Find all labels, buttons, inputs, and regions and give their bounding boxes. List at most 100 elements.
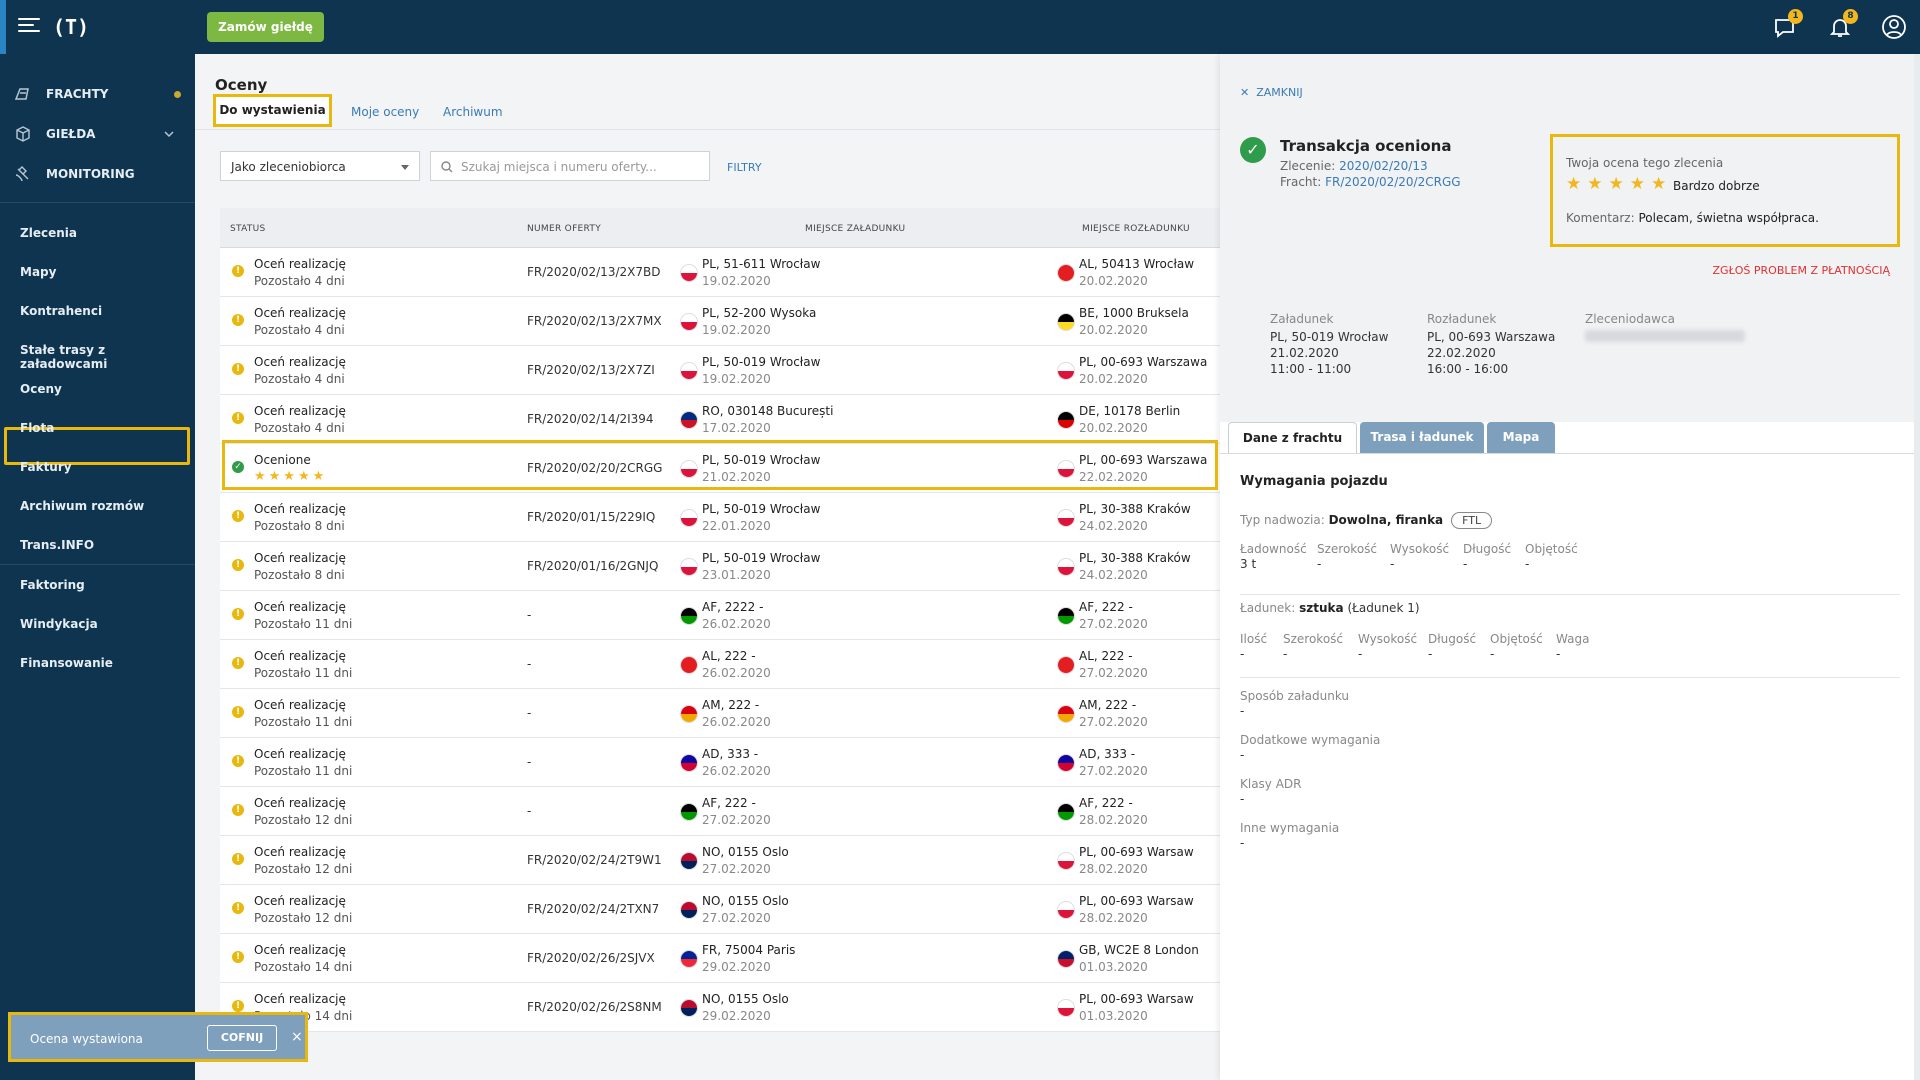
sidebar-item-maps[interactable]: Mapy	[20, 265, 57, 279]
role-select-value: Jako zleceniobiorca	[231, 160, 346, 174]
status-text[interactable]: Oceń realizację	[254, 894, 346, 908]
table-row[interactable]: ✓ Ocenione ★★★★★ FR/2020/02/20/2CRGG PL, 50-…	[220, 444, 1220, 493]
table-row[interactable]: ! Oceń realizację Pozostało 4 dni FR/2020/0…	[220, 297, 1220, 346]
table-row[interactable]: ! Oceń realizację Pozostało 4 dni FR/2020/0…	[220, 248, 1220, 297]
sidebar-item-orders[interactable]: Zlecenia	[20, 226, 77, 240]
sidebar-item-debt-collection[interactable]: Windykacja	[20, 617, 98, 631]
flag-al-icon	[680, 656, 698, 674]
loading-date: 19.02.2020	[702, 372, 771, 386]
menu-icon[interactable]	[18, 16, 40, 34]
status-text[interactable]: Oceń realizację	[254, 355, 346, 369]
status-text[interactable]: Oceń realizację	[254, 943, 346, 957]
tab-freight-data[interactable]: Dane z frachtu	[1228, 422, 1357, 454]
status-text[interactable]: Oceń realizację	[254, 502, 346, 516]
order-exchange-button[interactable]: Zamów giełdę	[207, 12, 324, 42]
order-link[interactable]: 2020/02/20/13	[1339, 159, 1428, 173]
sidebar-item-fleet[interactable]: Flota	[20, 421, 55, 435]
nav-freights[interactable]: FRACHTY	[14, 84, 108, 104]
sidebar-divider	[0, 564, 195, 565]
loading-place: PL, 50-019 Wrocław	[702, 551, 821, 565]
tab-archive[interactable]: Archiwum	[443, 105, 503, 119]
table-row[interactable]: ! Oceń realizację Pozostało 11 dni - AL, 222…	[220, 640, 1220, 689]
column-offer-number[interactable]: NUMER OFERTY	[527, 224, 602, 234]
sidebar-item-transinfo[interactable]: Trans.INFO	[20, 538, 95, 552]
role-select[interactable]: Jako zleceniobiorca	[220, 151, 420, 181]
loading-date: 26.02.2020	[702, 715, 771, 729]
tab-my-ratings[interactable]: Moje oceny	[351, 105, 420, 119]
user-avatar-icon[interactable]	[1880, 13, 1908, 41]
table-row[interactable]: ! Oceń realizację Pozostało 12 dni - AF, 222…	[220, 787, 1220, 836]
flag-af-icon	[680, 803, 698, 821]
tab-map[interactable]: Mapa	[1487, 422, 1555, 454]
status-text[interactable]: Oceń realizację	[254, 600, 346, 614]
rating-comment: Komentarz: Polecam, świetna współpraca.	[1566, 211, 1819, 225]
close-panel-button[interactable]: ✕ ZAMKNIJ	[1240, 86, 1303, 99]
flag-pl-icon	[1057, 362, 1075, 380]
flag-pl-icon	[680, 558, 698, 576]
unloading-place: PL, 30-388 Kraków	[1079, 502, 1191, 516]
notifications-icon[interactable]: 8	[1826, 9, 1858, 41]
nav-monitoring[interactable]: MONITORING	[14, 164, 135, 184]
close-panel-label: ZAMKNIJ	[1256, 86, 1303, 99]
table-row[interactable]: ! Oceń realizację Pozostało 11 dni - AD, 333…	[220, 738, 1220, 787]
tab-to-issue[interactable]: Do wystawienia	[213, 94, 332, 127]
column-unloading-place[interactable]: MIEJSCE ROZŁADUNKU	[1082, 224, 1190, 234]
field-value: -	[1283, 647, 1288, 661]
unloading-date: 28.02.2020	[1079, 862, 1148, 876]
table-row[interactable]: ! Oceń realizację Pozostało 4 dni FR/2020/0…	[220, 346, 1220, 395]
status-text[interactable]: Oceń realizację	[254, 796, 346, 810]
unloading-date: 20.02.2020	[1079, 372, 1148, 386]
sidebar-item-chat-archive[interactable]: Archiwum rozmów	[20, 499, 145, 513]
undo-button[interactable]: COFNIJ	[207, 1025, 277, 1051]
sidebar-item-financing[interactable]: Finansowanie	[20, 656, 113, 670]
remaining-days: Pozostało 12 dni	[254, 862, 353, 876]
sidebar-item-ratings[interactable]: Oceny	[20, 382, 62, 396]
report-payment-problem-link[interactable]: ZGŁOŚ PROBLEM Z PŁATNOŚCIĄ	[1712, 264, 1890, 277]
unloading-date: 20.02.2020	[1079, 323, 1148, 337]
column-status[interactable]: STATUS	[230, 224, 266, 234]
messages-icon[interactable]: 1	[1771, 9, 1803, 41]
table-header: STATUS NUMER OFERTY MIEJSCE ZAŁADUNKU MI…	[220, 208, 1220, 248]
freight-link[interactable]: FR/2020/02/20/2CRGG	[1325, 175, 1461, 189]
close-icon[interactable]: ×	[291, 1029, 303, 1045]
tab-route-cargo[interactable]: Trasa i ładunek	[1360, 422, 1484, 454]
sidebar-item-fixed-routes[interactable]: Stałe trasy z załadowcami	[20, 343, 108, 371]
sidebar-item-contractors[interactable]: Kontrahenci	[20, 304, 103, 318]
status-text[interactable]: Oceń realizację	[254, 649, 346, 663]
table-row[interactable]: ! Oceń realizację Pozostało 12 dni FR/2020/…	[220, 836, 1220, 885]
column-loading-place[interactable]: MIEJSCE ZAŁADUNKU	[805, 224, 906, 234]
table-row[interactable]: ! Oceń realizację Pozostało 8 dni FR/2020/0…	[220, 542, 1220, 591]
unloading-place: PL, 30-388 Kraków	[1079, 551, 1191, 565]
status-text[interactable]: Oceń realizację	[254, 747, 346, 761]
unloading-place: AF, 222 -	[1079, 600, 1133, 614]
status-text[interactable]: Oceń realizację	[254, 992, 346, 1006]
sidebar-item-invoices[interactable]: Faktury	[20, 460, 72, 474]
flag-no-icon	[680, 999, 698, 1017]
table-row[interactable]: ! Oceń realizację Pozostało 4 dni FR/2020/0…	[220, 395, 1220, 444]
table-row[interactable]: ! Oceń realizację Pozostało 11 dni - AF, 222…	[220, 591, 1220, 640]
unloading-place: DE, 10178 Berlin	[1079, 404, 1181, 418]
status-text[interactable]: Oceń realizację	[254, 306, 346, 320]
status-text[interactable]: Oceń realizację	[254, 404, 346, 418]
app-logo[interactable]: (T)	[52, 15, 90, 39]
search-input[interactable]: Szukaj miejsca i numeru oferty...	[430, 151, 710, 181]
unloading-place: PL, 00-693 Warszawa	[1079, 355, 1208, 369]
selected-row-highlight	[222, 440, 1218, 490]
status-text[interactable]: Oceń realizację	[254, 845, 346, 859]
filters-button[interactable]: FILTRY	[727, 161, 762, 174]
nav-exchange[interactable]: GIEŁDA	[14, 124, 184, 144]
status-text[interactable]: Oceń realizację	[254, 698, 346, 712]
offer-number: -	[527, 657, 532, 671]
status-text[interactable]: Oceń realizację	[254, 551, 346, 565]
table-row[interactable]: ! Oceń realizację Pozostało 11 dni - AM, 222…	[220, 689, 1220, 738]
warning-icon: !	[232, 608, 244, 620]
offer-number: -	[527, 755, 532, 769]
sidebar-item-factoring[interactable]: Faktoring	[20, 578, 85, 592]
status-text[interactable]: Ocenione	[254, 453, 311, 467]
table-row[interactable]: ! Oceń realizację Pozostało 8 dni FR/2020/0…	[220, 493, 1220, 542]
status-text[interactable]: Oceń realizację	[254, 257, 346, 271]
scrollbar[interactable]	[1914, 54, 1920, 1080]
table-row[interactable]: ! Oceń realizację Pozostało 12 dni FR/2020/…	[220, 885, 1220, 934]
